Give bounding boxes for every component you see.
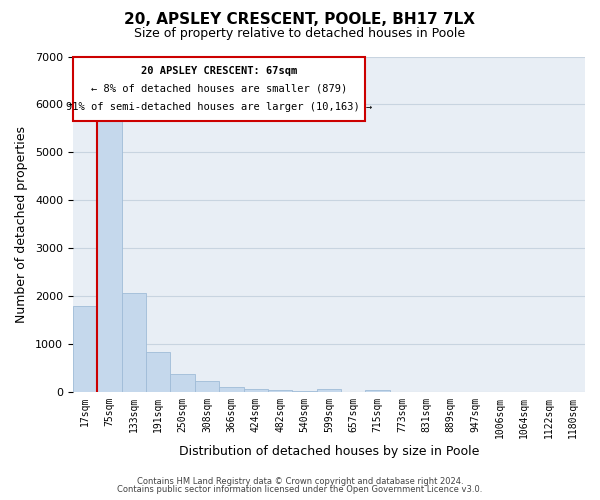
- Bar: [73, 56, 365, 121]
- Bar: [365, 390, 390, 392]
- Bar: [97, 116, 122, 392]
- Bar: [219, 387, 244, 392]
- Text: 20, APSLEY CRESCENT, POOLE, BH17 7LX: 20, APSLEY CRESCENT, POOLE, BH17 7LX: [125, 12, 476, 28]
- Bar: [195, 381, 219, 392]
- Text: Contains HM Land Registry data © Crown copyright and database right 2024.: Contains HM Land Registry data © Crown c…: [137, 477, 463, 486]
- Bar: [292, 391, 317, 392]
- Bar: [244, 389, 268, 392]
- Bar: [73, 306, 97, 392]
- Text: Size of property relative to detached houses in Poole: Size of property relative to detached ho…: [134, 28, 466, 40]
- Bar: [317, 389, 341, 392]
- Bar: [170, 374, 195, 392]
- Text: 20 APSLEY CRESCENT: 67sqm: 20 APSLEY CRESCENT: 67sqm: [141, 66, 297, 76]
- Y-axis label: Number of detached properties: Number of detached properties: [15, 126, 28, 322]
- Bar: [268, 390, 292, 392]
- Bar: [146, 352, 170, 392]
- Text: Contains public sector information licensed under the Open Government Licence v3: Contains public sector information licen…: [118, 485, 482, 494]
- Text: 91% of semi-detached houses are larger (10,163) →: 91% of semi-detached houses are larger (…: [66, 102, 372, 112]
- Text: ← 8% of detached houses are smaller (879): ← 8% of detached houses are smaller (879…: [91, 84, 347, 94]
- X-axis label: Distribution of detached houses by size in Poole: Distribution of detached houses by size …: [179, 444, 479, 458]
- Bar: [122, 294, 146, 392]
